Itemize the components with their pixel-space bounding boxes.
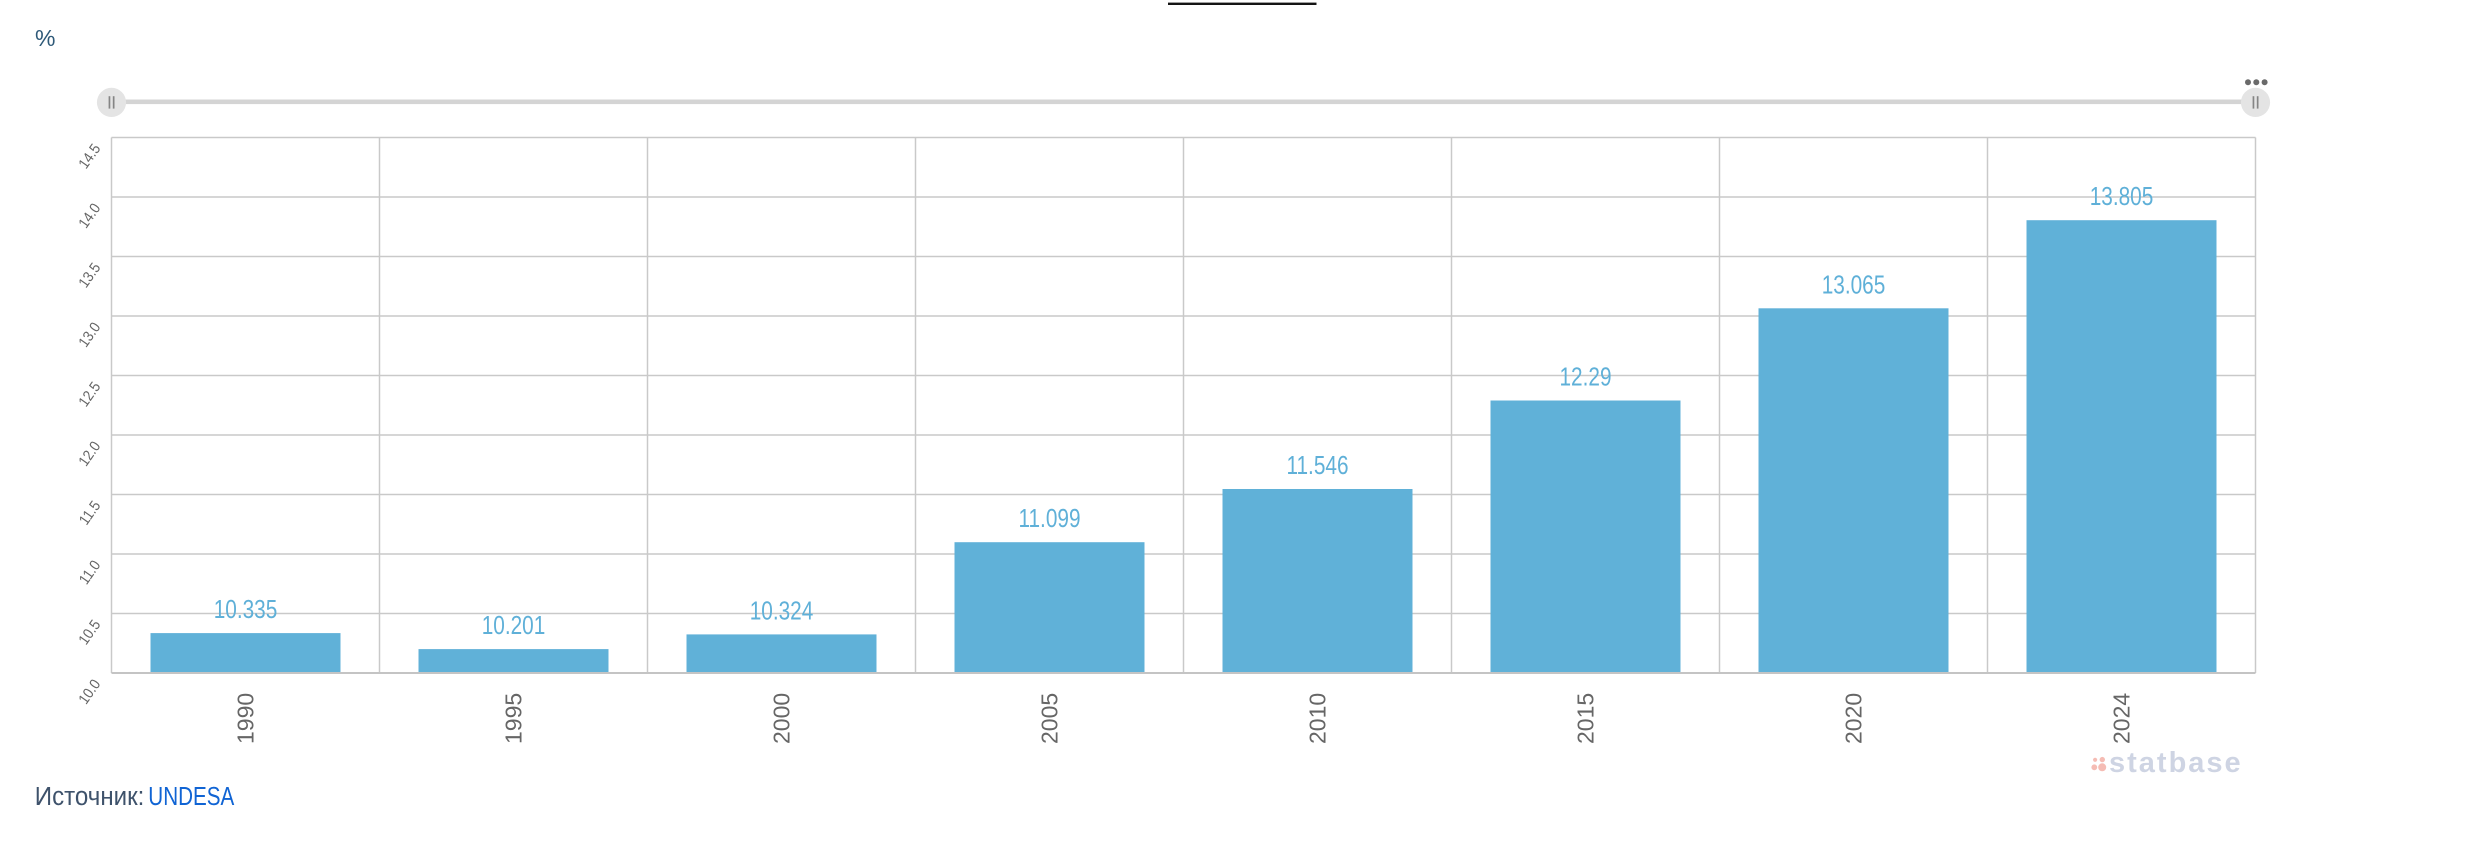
svg-text:11.099: 11.099 (1018, 504, 1080, 533)
svg-text:2020: 2020 (1841, 693, 1867, 744)
svg-text:2010: 2010 (1305, 693, 1331, 744)
svg-text:Источник:: Источник: (35, 783, 145, 811)
svg-text:2005: 2005 (1037, 693, 1063, 744)
svg-text:1990: 1990 (233, 693, 259, 744)
svg-text:12.29: 12.29 (1559, 362, 1611, 391)
svg-text:UNDESA: UNDESA (148, 782, 234, 811)
svg-text:1995: 1995 (501, 693, 527, 744)
svg-text:2015: 2015 (1573, 693, 1599, 744)
svg-text:2024: 2024 (2109, 693, 2135, 744)
svg-text:10.324: 10.324 (750, 596, 814, 625)
svg-text:10.335: 10.335 (214, 595, 278, 624)
svg-text:10.201: 10.201 (482, 611, 546, 640)
svg-text:11.546: 11.546 (1286, 451, 1348, 480)
svg-text:%: % (35, 25, 55, 51)
svg-text:13.805: 13.805 (2090, 182, 2154, 211)
svg-text:statbase: statbase (2109, 747, 2243, 779)
svg-text:13.065: 13.065 (1822, 270, 1886, 299)
svg-text:2000: 2000 (769, 693, 795, 744)
